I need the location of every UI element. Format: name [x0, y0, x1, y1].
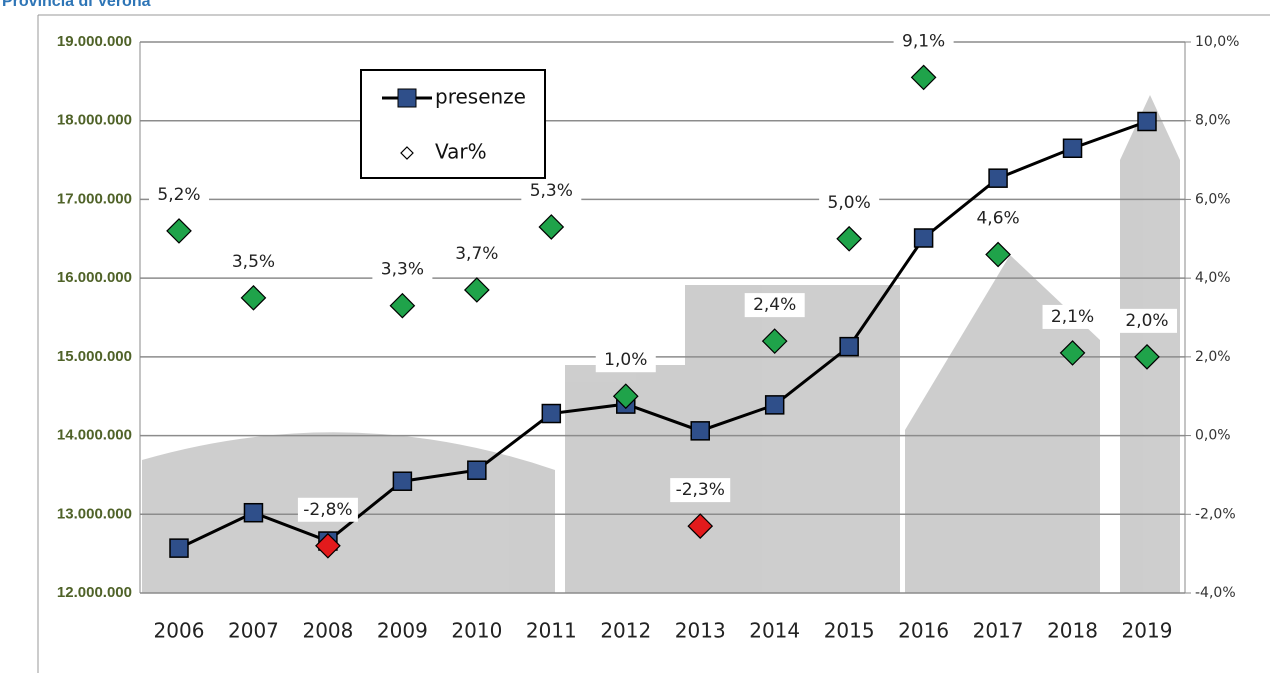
y-tick-label: 13.000.000: [57, 505, 132, 522]
marker: [467, 460, 487, 480]
data-label: 2,0%: [1125, 311, 1168, 331]
data-label: 3,5%: [232, 252, 275, 272]
chart-title: Provincia di Verona: [2, 0, 151, 10]
marker: [243, 502, 264, 523]
y-tick-label: 18.000.000: [57, 112, 132, 129]
data-label-bg: [521, 178, 582, 203]
x-tick-label: 2014: [749, 619, 800, 643]
marker: [761, 328, 788, 354]
y2-tick-label: 6,0%: [1195, 191, 1231, 207]
data-label: 5,0%: [828, 193, 871, 213]
y2-tick-label: -2,0%: [1195, 506, 1236, 522]
y-tick-label: 14.000.000: [57, 427, 132, 444]
data-label-bg: [893, 29, 954, 54]
x-tick-label: 2006: [154, 619, 205, 643]
legend-box: [360, 69, 546, 179]
y-tick-label: 12.000.000: [57, 584, 132, 601]
background-monuments: [142, 95, 1180, 593]
data-label-bg: [595, 348, 656, 373]
x-tick-label: 2008: [302, 619, 353, 643]
x-tick-label: 2007: [228, 619, 279, 643]
y-tick-label: 16.000.000: [57, 269, 132, 286]
data-label-bg: [819, 190, 880, 215]
marker: [836, 225, 863, 252]
data-label: -2,3%: [676, 480, 725, 500]
data-label-bg: [744, 293, 805, 318]
legend-marker: [400, 146, 414, 160]
y-tick-label: 19.000.000: [57, 33, 132, 50]
data-label: 9,1%: [902, 31, 945, 51]
marker: [690, 421, 710, 441]
data-label: 4,6%: [976, 209, 1019, 229]
line: [178, 120, 1148, 550]
data-label: -2,8%: [303, 500, 352, 520]
marker: [839, 336, 859, 357]
marker: [1059, 340, 1086, 366]
data-label-bg: [1042, 304, 1103, 329]
data-label-bg: [372, 257, 433, 282]
data-label-bg: [1117, 308, 1177, 333]
marker: [1137, 111, 1157, 132]
data-label: 5,2%: [157, 185, 200, 205]
x-tick-label: 2010: [451, 619, 502, 643]
y-tick-label: 15.000.000: [57, 348, 132, 365]
data-label-bg: [297, 497, 358, 522]
y2-tick-label: -4,0%: [1195, 585, 1236, 601]
legend-label: presenze: [435, 85, 526, 109]
x-tick-label: 2015: [824, 619, 875, 643]
marker: [389, 292, 416, 319]
marker: [240, 284, 267, 311]
marker: [1062, 138, 1083, 159]
marker: [985, 241, 1011, 268]
data-label-bg: [968, 206, 1029, 231]
x-tick-label: 2011: [526, 619, 577, 643]
legend-label: Var%: [435, 140, 487, 164]
x-tick-label: 2009: [377, 619, 428, 643]
legend-marker: [397, 88, 417, 108]
marker: [687, 513, 714, 539]
data-label-bg: [446, 241, 507, 266]
data-label-bg: [223, 249, 284, 274]
marker: [166, 218, 192, 244]
marker: [764, 395, 785, 415]
data-label: 3,3%: [381, 260, 424, 280]
y2-tick-label: 4,0%: [1195, 270, 1231, 286]
y-tick-label: 17.000.000: [57, 190, 132, 207]
marker: [910, 64, 937, 91]
x-tick-label: 2017: [973, 619, 1024, 643]
marker: [1134, 344, 1160, 370]
data-label: 1,0%: [604, 350, 647, 370]
y2-tick-label: 8,0%: [1195, 113, 1231, 129]
data-label: 3,7%: [455, 244, 498, 264]
y2-tick-label: 10,0%: [1195, 34, 1239, 50]
data-label-bg: [670, 478, 731, 503]
y2-tick-label: 2,0%: [1195, 349, 1231, 365]
x-tick-label: 2012: [600, 619, 651, 643]
marker: [392, 471, 413, 491]
marker: [988, 168, 1008, 188]
data-label: 5,3%: [530, 181, 573, 201]
data-label: 2,4%: [753, 295, 796, 315]
marker: [612, 383, 639, 410]
x-tick-label: 2013: [675, 619, 726, 643]
marker: [463, 277, 490, 303]
x-tick-label: 2019: [1122, 619, 1173, 643]
x-tick-label: 2016: [898, 619, 949, 643]
marker: [538, 214, 565, 240]
marker: [541, 403, 562, 424]
marker: [169, 538, 189, 558]
legend: presenze Var%: [360, 69, 546, 179]
marker: [913, 228, 934, 248]
y2-tick-label: 0,0%: [1195, 428, 1231, 444]
marker: [315, 532, 341, 559]
x-tick-label: 2018: [1047, 619, 1098, 643]
data-label-bg: [149, 182, 209, 207]
data-label: 2,1%: [1051, 307, 1094, 327]
